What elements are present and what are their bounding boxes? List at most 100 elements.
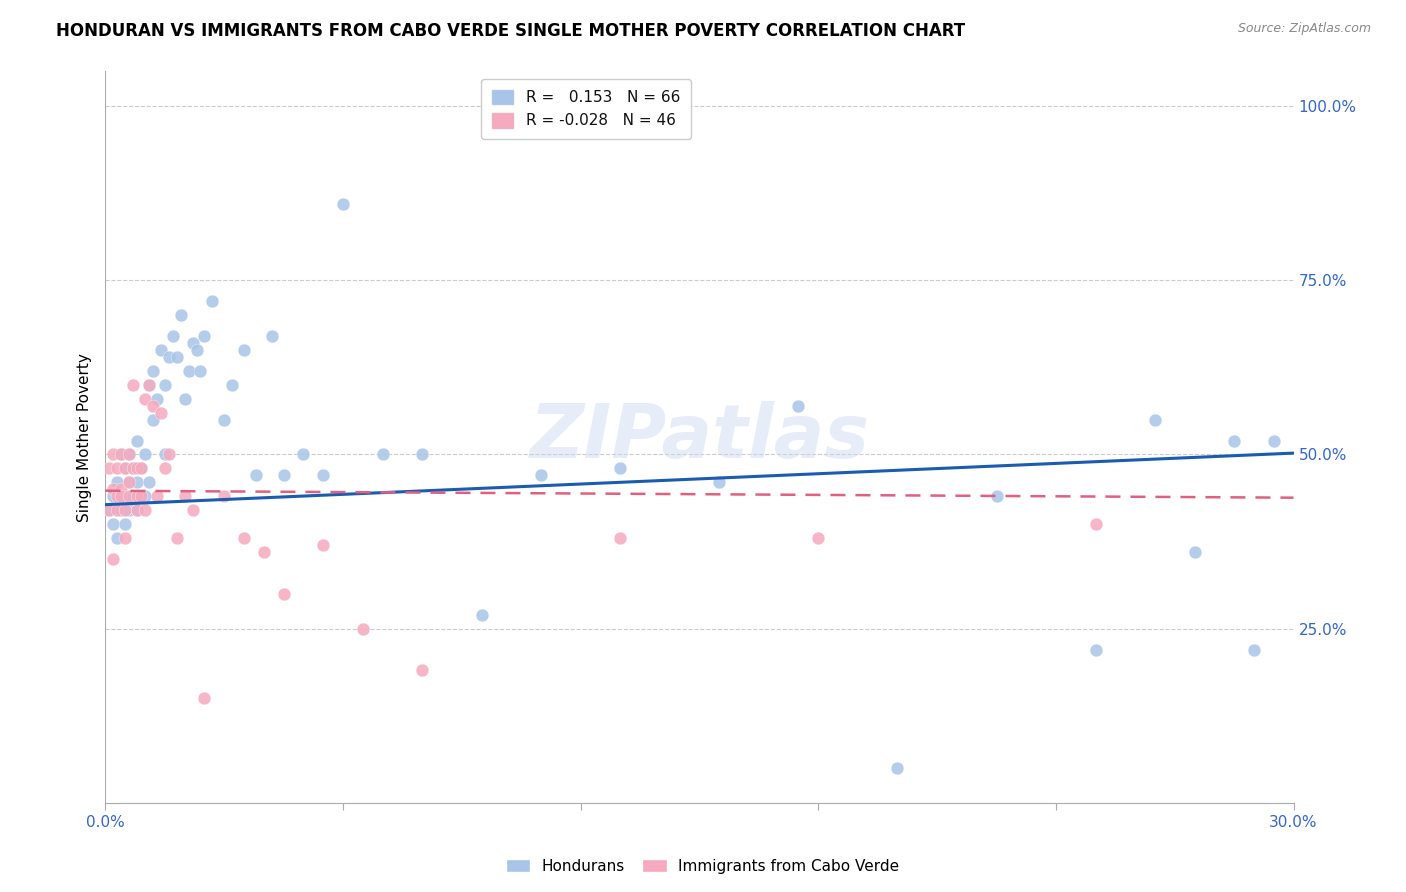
Point	[98, 503, 121, 517]
Point	[312, 538, 335, 552]
Point	[134, 448, 156, 462]
Point	[114, 461, 136, 475]
Point	[153, 461, 176, 475]
Point	[114, 503, 136, 517]
Point	[609, 461, 631, 475]
Point	[173, 489, 195, 503]
Point	[146, 489, 169, 503]
Point	[127, 489, 149, 503]
Point	[105, 489, 128, 503]
Point	[193, 691, 215, 706]
Point	[1143, 412, 1166, 426]
Point	[129, 489, 152, 503]
Point	[233, 531, 256, 545]
Point	[886, 761, 908, 775]
Point	[138, 475, 160, 490]
Point	[98, 503, 121, 517]
Point	[190, 364, 212, 378]
Point	[134, 503, 156, 517]
Point	[127, 434, 149, 448]
Point	[292, 448, 315, 462]
Point	[129, 461, 152, 475]
Point	[114, 531, 136, 545]
Text: HONDURAN VS IMMIGRANTS FROM CABO VERDE SINGLE MOTHER POVERTY CORRELATION CHART: HONDURAN VS IMMIGRANTS FROM CABO VERDE S…	[56, 22, 966, 40]
Point	[1084, 642, 1107, 657]
Point	[142, 412, 165, 426]
Point	[127, 475, 149, 490]
Point	[173, 392, 195, 406]
Point	[181, 503, 204, 517]
Point	[986, 489, 1008, 503]
Point	[122, 489, 145, 503]
Point	[146, 392, 169, 406]
Point	[103, 489, 125, 503]
Point	[157, 448, 180, 462]
Point	[787, 399, 810, 413]
Point	[214, 489, 236, 503]
Point	[530, 468, 553, 483]
Point	[105, 503, 128, 517]
Point	[411, 448, 433, 462]
Text: ZIPatlas: ZIPatlas	[530, 401, 869, 474]
Point	[110, 448, 132, 462]
Point	[1184, 545, 1206, 559]
Point	[105, 475, 128, 490]
Point	[127, 503, 149, 517]
Point	[118, 448, 141, 462]
Point	[352, 622, 374, 636]
Text: Source: ZipAtlas.com: Source: ZipAtlas.com	[1237, 22, 1371, 36]
Point	[98, 461, 121, 475]
Point	[110, 503, 132, 517]
Point	[110, 489, 132, 503]
Point	[149, 343, 172, 357]
Point	[114, 489, 136, 503]
Legend: R =   0.153   N = 66, R = -0.028   N = 46: R = 0.153 N = 66, R = -0.028 N = 46	[481, 79, 690, 139]
Point	[142, 364, 165, 378]
Point	[166, 531, 188, 545]
Point	[170, 308, 193, 322]
Point	[114, 517, 136, 532]
Point	[110, 489, 132, 503]
Point	[273, 468, 295, 483]
Point	[122, 377, 145, 392]
Point	[233, 343, 256, 357]
Point	[149, 406, 172, 420]
Point	[157, 350, 180, 364]
Point	[142, 399, 165, 413]
Point	[201, 294, 224, 309]
Point	[110, 483, 132, 497]
Point	[118, 503, 141, 517]
Point	[134, 392, 156, 406]
Point	[103, 517, 125, 532]
Point	[103, 448, 125, 462]
Point	[138, 377, 160, 392]
Point	[114, 461, 136, 475]
Point	[138, 377, 160, 392]
Point	[105, 531, 128, 545]
Point	[153, 377, 176, 392]
Point	[103, 552, 125, 566]
Point	[609, 531, 631, 545]
Point	[312, 468, 335, 483]
Point	[105, 461, 128, 475]
Point	[166, 350, 188, 364]
Point	[1084, 517, 1107, 532]
Point	[709, 475, 731, 490]
Point	[118, 448, 141, 462]
Point	[129, 461, 152, 475]
Point	[1263, 434, 1285, 448]
Point	[411, 664, 433, 678]
Point	[127, 461, 149, 475]
Point	[110, 448, 132, 462]
Point	[118, 475, 141, 490]
Y-axis label: Single Mother Poverty: Single Mother Poverty	[76, 352, 91, 522]
Point	[122, 461, 145, 475]
Point	[273, 587, 295, 601]
Point	[177, 364, 200, 378]
Point	[118, 475, 141, 490]
Point	[193, 329, 215, 343]
Point	[807, 531, 830, 545]
Point	[1243, 642, 1265, 657]
Point	[332, 196, 354, 211]
Legend: Hondurans, Immigrants from Cabo Verde: Hondurans, Immigrants from Cabo Verde	[501, 853, 905, 880]
